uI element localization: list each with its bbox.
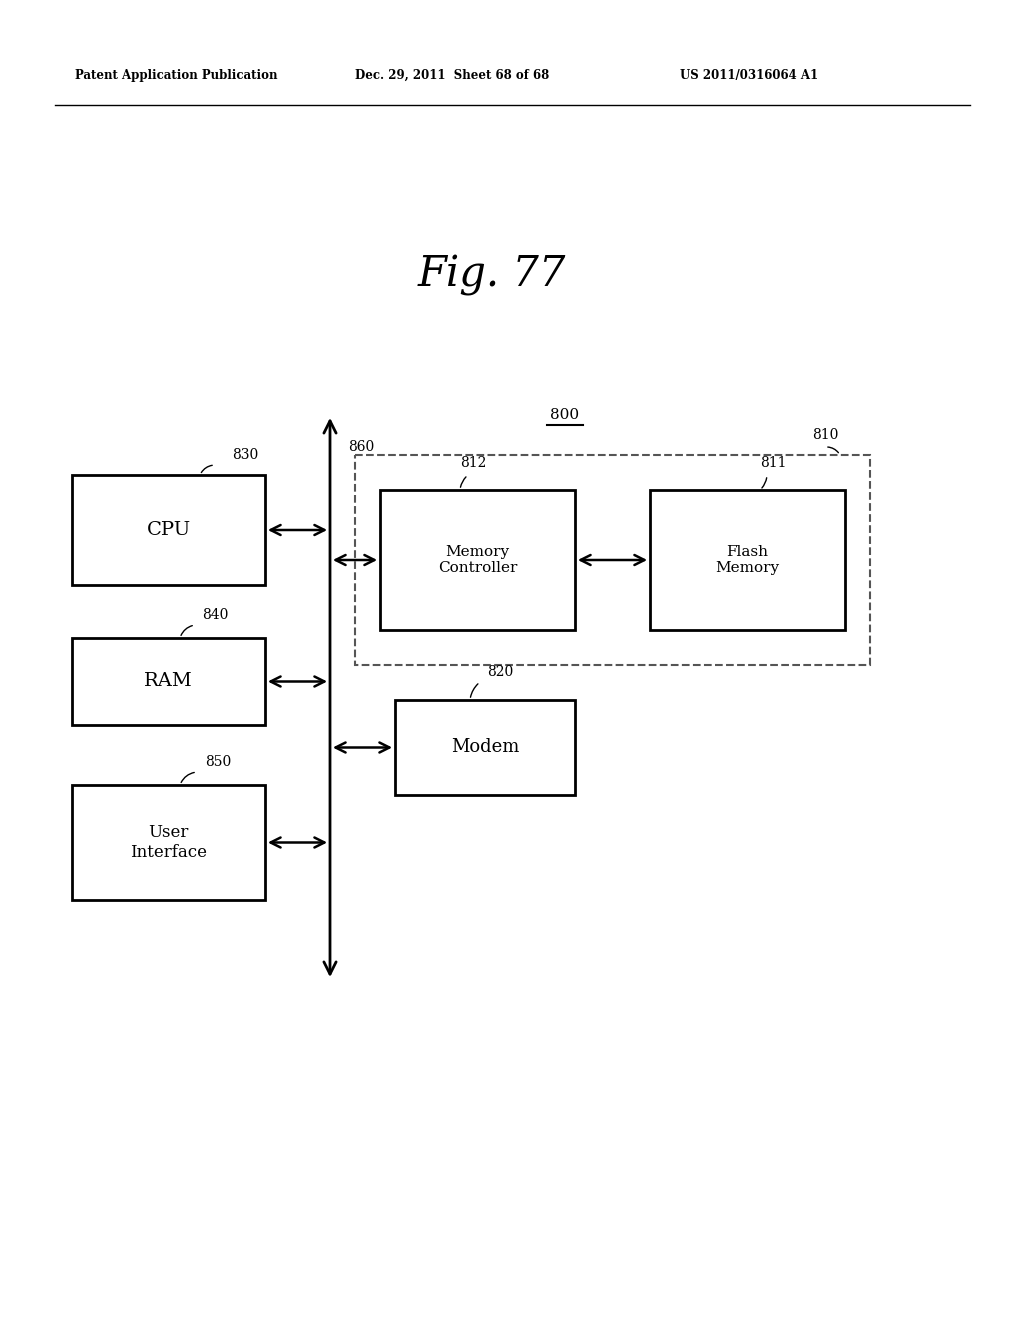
Bar <box>72 785 265 900</box>
Text: 830: 830 <box>232 447 258 462</box>
Text: Flash
Memory: Flash Memory <box>716 545 779 576</box>
Text: 820: 820 <box>487 665 513 678</box>
Text: CPU: CPU <box>146 521 190 539</box>
Text: 850: 850 <box>205 755 231 770</box>
Text: 840: 840 <box>202 609 228 622</box>
Text: Memory
Controller: Memory Controller <box>438 545 517 576</box>
Bar <box>355 455 870 665</box>
Text: Modem: Modem <box>451 738 519 756</box>
Bar <box>72 475 265 585</box>
Text: US 2011/0316064 A1: US 2011/0316064 A1 <box>680 69 818 82</box>
Bar <box>72 638 265 725</box>
Text: 860: 860 <box>348 440 374 454</box>
Text: RAM: RAM <box>144 672 193 690</box>
Bar <box>395 700 575 795</box>
Text: Dec. 29, 2011  Sheet 68 of 68: Dec. 29, 2011 Sheet 68 of 68 <box>355 69 549 82</box>
Text: Fig. 77: Fig. 77 <box>418 253 566 296</box>
Text: 810: 810 <box>812 428 839 442</box>
Bar <box>380 490 575 630</box>
Bar <box>650 490 845 630</box>
Text: 811: 811 <box>760 455 786 470</box>
Text: User
Interface: User Interface <box>130 824 207 861</box>
Text: 812: 812 <box>460 455 486 470</box>
Text: 800: 800 <box>551 408 580 422</box>
Text: Patent Application Publication: Patent Application Publication <box>75 69 278 82</box>
